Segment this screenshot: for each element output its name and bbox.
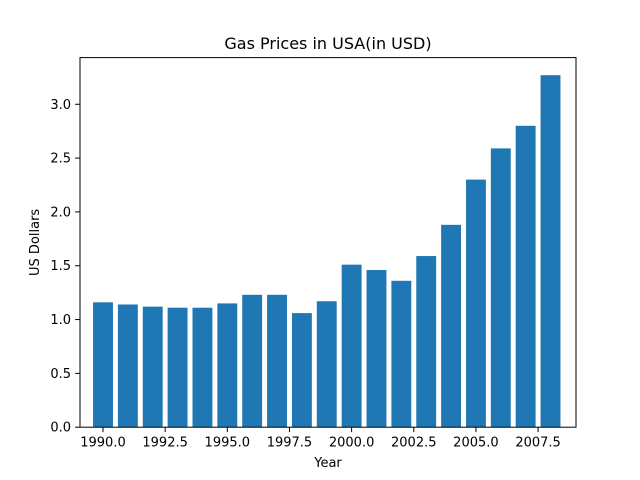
bar-2004: [441, 224, 462, 428]
bars-group: [93, 75, 561, 428]
plot-frame: [79, 57, 577, 428]
x-tick-label: 1990.0: [80, 436, 126, 451]
bar-2007: [515, 125, 536, 428]
x-tick-label: 2005.0: [453, 436, 499, 451]
y-tick-label: 0.5: [50, 367, 71, 382]
bar-1992: [142, 306, 163, 428]
bar-1999: [316, 301, 337, 428]
bar-1991: [117, 304, 138, 428]
bar-2006: [490, 148, 511, 428]
bar-1993: [167, 307, 188, 428]
bar-1994: [192, 307, 213, 428]
y-tick-label: 3.0: [50, 98, 71, 113]
bar-2001: [366, 270, 387, 428]
bar-2008: [540, 75, 561, 428]
bar-2000: [341, 264, 362, 428]
y-tick-label: 1.0: [50, 313, 71, 328]
bar-1995: [217, 303, 238, 428]
bar-1997: [267, 294, 287, 428]
bar-2005: [465, 179, 486, 428]
y-tick-label: 1.5: [50, 259, 71, 274]
bar-1998: [291, 313, 312, 428]
y-axis-ticks: 0.0 0.5 1.0 1.5 2.0 2.5 3.0: [50, 98, 80, 436]
x-tick-label: 2000.0: [329, 436, 375, 451]
bar-1996: [242, 294, 263, 428]
x-tick-label: 2002.5: [391, 436, 437, 451]
y-tick-label: 2.0: [50, 205, 71, 220]
x-axis-title: Year: [313, 456, 342, 471]
bar-1990: [93, 302, 113, 428]
bar-2003: [416, 256, 437, 428]
y-tick-label: 2.5: [50, 152, 71, 167]
x-tick-label: 2007.5: [515, 436, 561, 451]
x-axis-ticks: 1990.0 1992.5 1995.0 1997.5 2000.0 2002.5 2005…: [80, 427, 561, 451]
y-tick-label: 0.0: [50, 421, 71, 436]
x-tick-label: 1995.0: [205, 436, 251, 451]
x-tick-label: 1992.5: [142, 436, 188, 451]
chart-title: Gas Prices in USA(in USD): [224, 34, 431, 53]
x-tick-label: 1997.5: [267, 436, 313, 451]
y-axis-title: US Dollars: [28, 209, 43, 276]
bar-2002: [391, 280, 412, 428]
